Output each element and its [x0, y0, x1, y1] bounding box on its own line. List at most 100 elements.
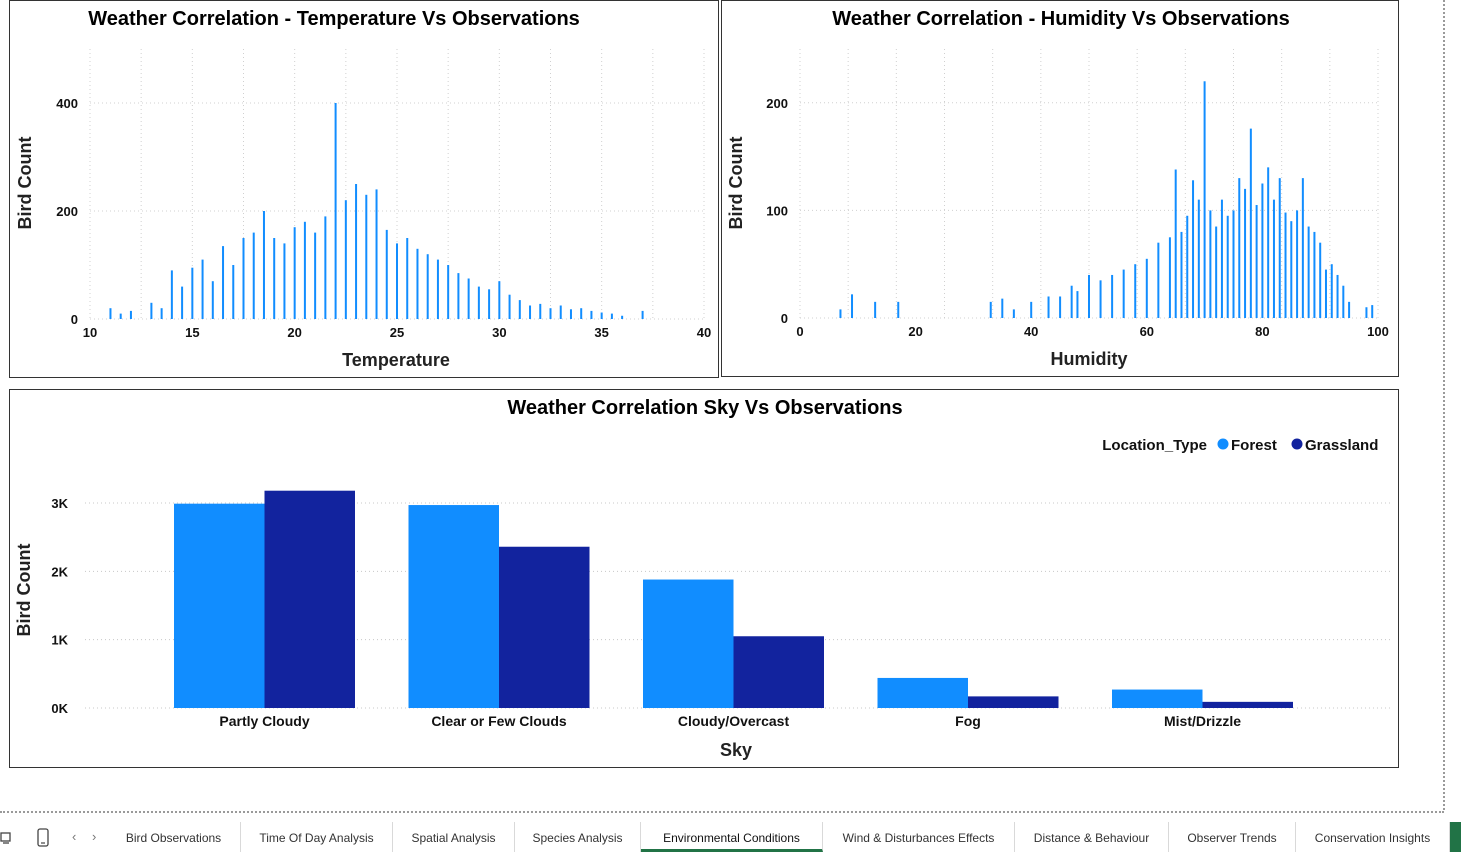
histogram-bar[interactable]: [1134, 264, 1137, 318]
histogram-bar[interactable]: [897, 301, 900, 318]
tab-observer-trends[interactable]: Observer Trends: [1169, 822, 1296, 852]
bar-forest[interactable]: [174, 503, 265, 708]
legend[interactable]: Location_Type Forest Grassland: [1102, 437, 1378, 454]
temperature-chart-panel[interactable]: Weather Correlation - Temperature Vs Obs…: [9, 0, 719, 378]
histogram-bar[interactable]: [1244, 188, 1247, 318]
histogram-bar[interactable]: [1203, 81, 1206, 318]
histogram-bar[interactable]: [355, 184, 358, 319]
histogram-bar[interactable]: [447, 265, 450, 319]
histogram-bar[interactable]: [1336, 274, 1339, 318]
bar-grassland[interactable]: [499, 546, 590, 708]
histogram-bar[interactable]: [641, 310, 644, 319]
histogram-bar[interactable]: [569, 309, 572, 319]
sky-chart-panel[interactable]: Weather Correlation Sky Vs Observations …: [9, 389, 1399, 768]
histogram-bar[interactable]: [1197, 199, 1200, 318]
histogram-bar[interactable]: [191, 267, 194, 319]
histogram-bar[interactable]: [1145, 258, 1148, 318]
histogram-bar[interactable]: [1330, 264, 1333, 318]
histogram-bar[interactable]: [621, 315, 624, 319]
histogram-bar[interactable]: [129, 310, 132, 319]
histogram-bar[interactable]: [1238, 178, 1241, 318]
histogram-bar[interactable]: [222, 246, 225, 319]
histogram-bar[interactable]: [590, 310, 593, 319]
histogram-bar[interactable]: [262, 211, 265, 319]
histogram-bar[interactable]: [1209, 210, 1212, 318]
histogram-bar[interactable]: [488, 289, 491, 319]
histogram-bar[interactable]: [1192, 180, 1195, 318]
histogram-bar[interactable]: [1186, 215, 1189, 318]
histogram-bar[interactable]: [1180, 231, 1183, 318]
tab-environmental-conditions[interactable]: Environmental Conditions: [641, 822, 823, 852]
histogram-bar[interactable]: [477, 286, 480, 319]
histogram-bar[interactable]: [580, 308, 583, 319]
histogram-bar[interactable]: [1076, 291, 1079, 318]
histogram-bar[interactable]: [1290, 221, 1293, 318]
histogram-bar[interactable]: [181, 286, 184, 319]
histogram-bar[interactable]: [1168, 237, 1171, 318]
histogram-bar[interactable]: [160, 308, 163, 319]
histogram-bar[interactable]: [1226, 215, 1229, 318]
histogram-bar[interactable]: [365, 194, 368, 319]
histogram-bar[interactable]: [851, 294, 854, 318]
tab-time-of-day-analysis[interactable]: Time Of Day Analysis: [241, 822, 393, 852]
bar-forest[interactable]: [408, 505, 500, 708]
histogram-bar[interactable]: [385, 229, 388, 319]
bar-grassland[interactable]: [968, 696, 1059, 708]
histogram-bar[interactable]: [303, 221, 306, 319]
histogram-bar[interactable]: [1284, 212, 1287, 318]
histogram-bar[interactable]: [1059, 296, 1062, 318]
tab-conservation-insights[interactable]: Conservation Insights: [1296, 822, 1450, 852]
histogram-bar[interactable]: [334, 103, 337, 319]
histogram-bar[interactable]: [1070, 285, 1073, 318]
desktop-view-icon[interactable]: [0, 822, 12, 852]
histogram-bar[interactable]: [989, 301, 992, 318]
histogram-bar[interactable]: [874, 301, 877, 318]
histogram-bar[interactable]: [1215, 226, 1218, 318]
histogram-bar[interactable]: [396, 243, 398, 319]
histogram-bar[interactable]: [314, 232, 317, 319]
histogram-bar[interactable]: [406, 238, 409, 319]
histogram-bar[interactable]: [273, 238, 276, 319]
histogram-bar[interactable]: [1232, 210, 1235, 318]
histogram-bar[interactable]: [232, 265, 235, 319]
histogram-bar[interactable]: [559, 305, 562, 320]
histogram-bar[interactable]: [539, 303, 542, 319]
bar-forest[interactable]: [877, 677, 969, 708]
histogram-bar[interactable]: [1001, 298, 1004, 318]
tab-wind-disturbances-effects[interactable]: Wind & Disturbances Effects: [823, 822, 1015, 852]
histogram-bar[interactable]: [1371, 305, 1374, 318]
histogram-bar[interactable]: [1122, 269, 1125, 318]
prev-page-icon[interactable]: ‹: [72, 829, 77, 844]
tab-species-analysis[interactable]: Species Analysis: [515, 822, 641, 852]
histogram-bar[interactable]: [839, 309, 842, 318]
histogram-bar[interactable]: [457, 273, 460, 319]
histogram-bar[interactable]: [1220, 199, 1223, 318]
histogram-bar[interactable]: [610, 313, 613, 319]
phone-view-icon[interactable]: [36, 822, 50, 852]
histogram-bar[interactable]: [436, 259, 439, 319]
histogram-bar[interactable]: [416, 248, 419, 319]
histogram-bar[interactable]: [1249, 128, 1252, 318]
histogram-bar[interactable]: [283, 243, 286, 319]
histogram-bar[interactable]: [1174, 169, 1177, 318]
histogram-bar[interactable]: [1261, 183, 1264, 319]
histogram-bar[interactable]: [201, 259, 204, 319]
tab-spatial-analysis[interactable]: Spatial Analysis: [393, 822, 515, 852]
bar-forest[interactable]: [643, 579, 734, 708]
histogram-bar[interactable]: [150, 302, 153, 319]
histogram-bar[interactable]: [529, 305, 532, 320]
histogram-bar[interactable]: [344, 200, 347, 319]
next-page-icon[interactable]: ›: [92, 829, 97, 844]
histogram-bar[interactable]: [1030, 301, 1033, 318]
histogram-bar[interactable]: [109, 308, 112, 319]
bar-forest[interactable]: [1112, 689, 1203, 708]
histogram-bar[interactable]: [1111, 274, 1114, 318]
histogram-bar[interactable]: [1324, 269, 1327, 318]
histogram-bar[interactable]: [1313, 231, 1316, 318]
histogram-bar[interactable]: [170, 270, 173, 319]
histogram-bar[interactable]: [426, 254, 429, 319]
histogram-bar[interactable]: [508, 294, 511, 319]
histogram-bar[interactable]: [549, 308, 552, 319]
tab-distance-behaviour[interactable]: Distance & Behaviour: [1015, 822, 1169, 852]
histogram-bar[interactable]: [211, 281, 214, 319]
